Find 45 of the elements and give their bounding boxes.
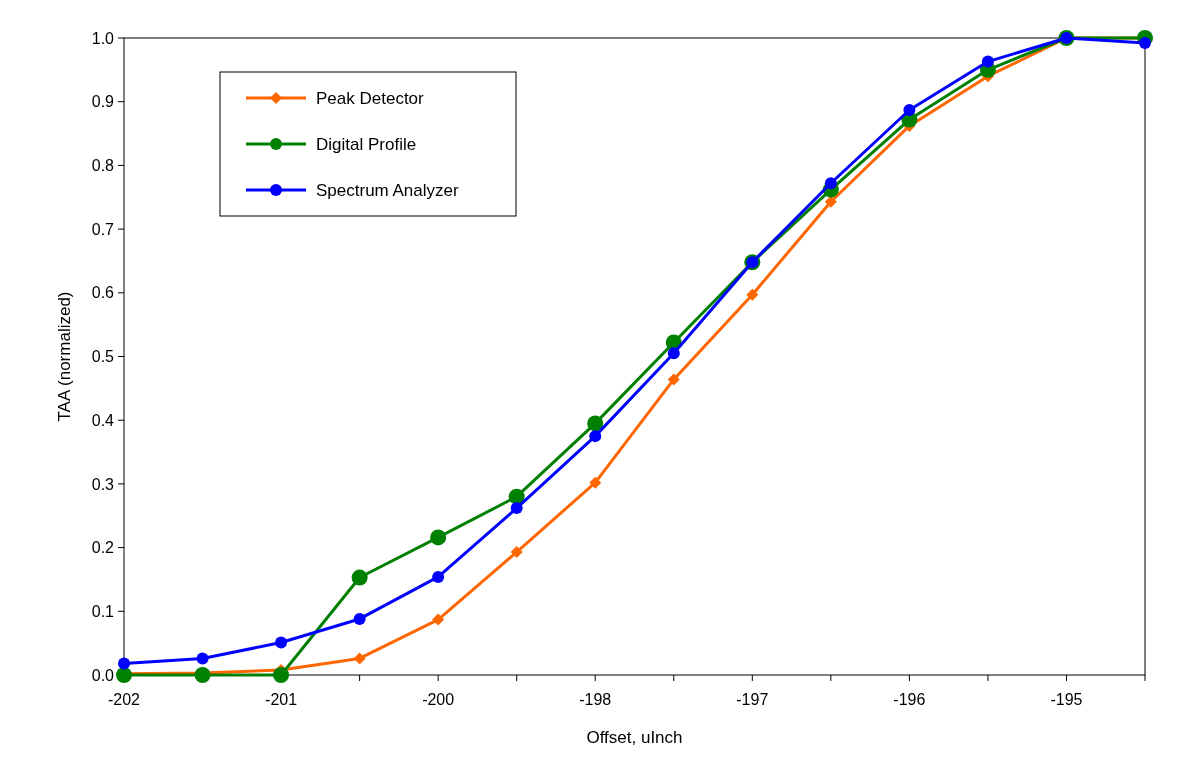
y-tick-label: 0.1 xyxy=(91,602,115,620)
x-tick-label: -200 xyxy=(422,691,455,708)
point xyxy=(430,529,447,546)
point xyxy=(589,476,602,489)
y-tick-label: 0.3 xyxy=(91,475,115,493)
y-tick-label: 0.0 xyxy=(91,666,115,684)
point xyxy=(432,570,445,583)
y-tick-label: 0.2 xyxy=(91,539,115,557)
y-tick-label: 0.4 xyxy=(91,411,115,429)
point xyxy=(353,652,366,665)
point xyxy=(353,612,366,625)
point xyxy=(589,430,602,443)
y-tick-label: 0.5 xyxy=(91,348,115,366)
x-tick-label: -198 xyxy=(579,691,612,708)
point xyxy=(275,636,288,649)
y-tick-label: 0.7 xyxy=(91,220,115,238)
point xyxy=(196,652,209,665)
legend-label: Spectrum Analyzer xyxy=(316,180,460,200)
x-tick-label: -202 xyxy=(107,691,141,708)
point xyxy=(667,347,680,360)
legend-label: Digital Profile xyxy=(316,134,417,154)
point xyxy=(432,613,445,626)
point xyxy=(273,667,290,683)
y-tick-label: 0.6 xyxy=(91,284,115,302)
point xyxy=(981,55,994,68)
x-axis-title: Offset, uInch xyxy=(586,728,683,747)
x-tick-label: -201 xyxy=(265,691,298,708)
legend-label: Peak Detector xyxy=(316,88,425,108)
point xyxy=(587,415,604,432)
point xyxy=(746,288,759,301)
point xyxy=(351,569,368,586)
point xyxy=(510,502,523,515)
y-tick-label: 0.8 xyxy=(91,157,115,174)
x-tick-label: -197 xyxy=(736,691,769,708)
y-axis-title: TAA (normalized) xyxy=(55,291,74,422)
y-tick-label: 0.9 xyxy=(91,93,115,111)
point xyxy=(510,546,523,559)
point xyxy=(1139,37,1151,50)
point xyxy=(824,177,837,190)
point xyxy=(667,373,680,386)
x-tick-label: -196 xyxy=(893,691,926,708)
x-tick-label: -195 xyxy=(1050,691,1083,708)
point xyxy=(118,657,130,670)
y-tick-label: 1.0 xyxy=(91,29,115,47)
point xyxy=(903,103,916,116)
